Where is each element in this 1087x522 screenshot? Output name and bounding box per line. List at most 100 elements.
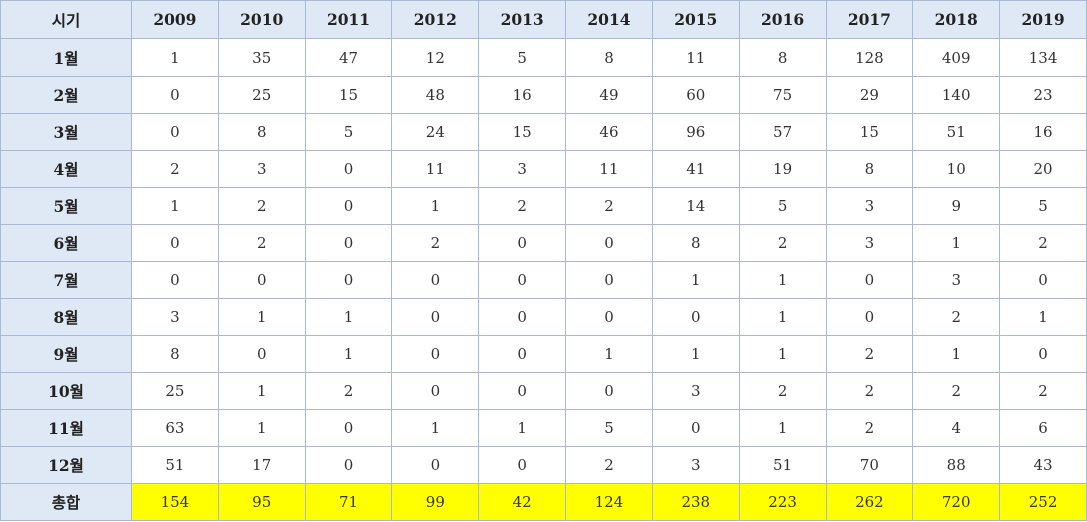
value-cell: 0 <box>565 261 653 299</box>
table-row: 5월 1 2 0 1 2 2 14 5 3 9 5 <box>0 187 1087 225</box>
value-cell: 0 <box>478 224 567 262</box>
value-cell: 409 <box>912 38 1001 77</box>
value-cell: 1 <box>304 298 393 336</box>
value-cell: 0 <box>651 409 740 447</box>
value-cell: 5 <box>304 113 393 151</box>
value-cell: 1 <box>217 409 306 447</box>
value-cell: 2 <box>912 298 1001 336</box>
value-cell: 2 <box>478 187 567 225</box>
value-cell: 0 <box>391 446 480 484</box>
month-label-cell: 7월 <box>0 261 132 299</box>
corner-header-cell: 시기 <box>0 0 132 39</box>
value-cell: 11 <box>391 150 480 188</box>
table-row: 3월 0 8 5 24 15 46 96 57 15 51 16 <box>0 113 1087 151</box>
value-cell: 23 <box>999 76 1087 114</box>
total-label-cell: 총합 <box>0 483 132 521</box>
value-cell: 15 <box>478 113 567 151</box>
table-row: 6월 0 2 0 2 0 0 8 2 3 1 2 <box>0 224 1087 262</box>
value-cell: 128 <box>825 38 914 77</box>
value-cell: 10 <box>912 150 1001 188</box>
value-cell: 75 <box>738 76 827 114</box>
value-cell: 1 <box>651 261 740 299</box>
value-cell: 0 <box>304 187 393 225</box>
value-cell: 57 <box>738 113 827 151</box>
value-cell: 2 <box>391 224 480 262</box>
value-cell: 0 <box>304 261 393 299</box>
total-value-cell: 223 <box>738 483 827 521</box>
value-cell: 2 <box>304 372 393 410</box>
value-cell: 51 <box>131 446 219 484</box>
value-cell: 63 <box>131 409 219 447</box>
value-cell: 0 <box>999 261 1087 299</box>
value-cell: 25 <box>131 372 219 410</box>
value-cell: 0 <box>304 150 393 188</box>
table-row: 12월 51 17 0 0 0 2 3 51 70 88 43 <box>0 446 1087 484</box>
month-label-cell: 3월 <box>0 113 132 151</box>
value-cell: 1 <box>304 335 393 373</box>
value-cell: 19 <box>738 150 827 188</box>
value-cell: 0 <box>565 298 653 336</box>
value-cell: 8 <box>565 38 653 77</box>
month-label-cell: 10월 <box>0 372 132 410</box>
value-cell: 96 <box>651 113 740 151</box>
total-value-cell: 42 <box>478 483 567 521</box>
value-cell: 0 <box>478 298 567 336</box>
value-cell: 3 <box>825 187 914 225</box>
value-cell: 12 <box>391 38 480 77</box>
value-cell: 0 <box>565 372 653 410</box>
value-cell: 2 <box>217 224 306 262</box>
table-row: 9월 8 0 1 0 0 1 1 1 2 1 0 <box>0 335 1087 373</box>
value-cell: 1 <box>391 409 480 447</box>
value-cell: 16 <box>999 113 1087 151</box>
year-header-cell: 2016 <box>738 0 827 39</box>
value-cell: 0 <box>478 335 567 373</box>
value-cell: 0 <box>304 446 393 484</box>
value-cell: 0 <box>304 409 393 447</box>
table-row: 2월 0 25 15 48 16 49 60 75 29 140 23 <box>0 76 1087 114</box>
value-cell: 8 <box>131 335 219 373</box>
value-cell: 8 <box>825 150 914 188</box>
value-cell: 5 <box>999 187 1087 225</box>
value-cell: 25 <box>217 76 306 114</box>
value-cell: 4 <box>912 409 1001 447</box>
total-value-cell: 71 <box>304 483 393 521</box>
value-cell: 6 <box>999 409 1087 447</box>
year-header-cell: 2012 <box>391 0 480 39</box>
value-cell: 15 <box>825 113 914 151</box>
month-label-cell: 2월 <box>0 76 132 114</box>
value-cell: 11 <box>565 150 653 188</box>
value-cell: 2 <box>565 446 653 484</box>
year-header-cell: 2009 <box>131 0 219 39</box>
value-cell: 1 <box>738 261 827 299</box>
value-cell: 8 <box>651 224 740 262</box>
value-cell: 1 <box>651 335 740 373</box>
year-header-cell: 2013 <box>478 0 567 39</box>
value-cell: 2 <box>825 409 914 447</box>
value-cell: 1 <box>217 372 306 410</box>
value-cell: 29 <box>825 76 914 114</box>
value-cell: 2 <box>825 372 914 410</box>
year-header-cell: 2018 <box>912 0 1001 39</box>
value-cell: 2 <box>565 187 653 225</box>
value-cell: 1 <box>738 298 827 336</box>
total-value-cell: 720 <box>912 483 1001 521</box>
value-cell: 1 <box>999 298 1087 336</box>
month-label-cell: 6월 <box>0 224 132 262</box>
value-cell: 0 <box>131 224 219 262</box>
month-label-cell: 4월 <box>0 150 132 188</box>
year-header-cell: 2019 <box>999 0 1087 39</box>
month-label-cell: 9월 <box>0 335 132 373</box>
total-value-cell: 124 <box>565 483 653 521</box>
value-cell: 1 <box>912 335 1001 373</box>
value-cell: 88 <box>912 446 1001 484</box>
value-cell: 1 <box>738 409 827 447</box>
value-cell: 2 <box>738 224 827 262</box>
month-label-cell: 11월 <box>0 409 132 447</box>
value-cell: 17 <box>217 446 306 484</box>
year-header-cell: 2017 <box>825 0 914 39</box>
value-cell: 5 <box>478 38 567 77</box>
total-row: 총합 154 95 71 99 42 124 238 223 262 720 252 <box>0 483 1087 521</box>
table-row: 7월 0 0 0 0 0 0 1 1 0 3 0 <box>0 261 1087 299</box>
value-cell: 1 <box>738 335 827 373</box>
